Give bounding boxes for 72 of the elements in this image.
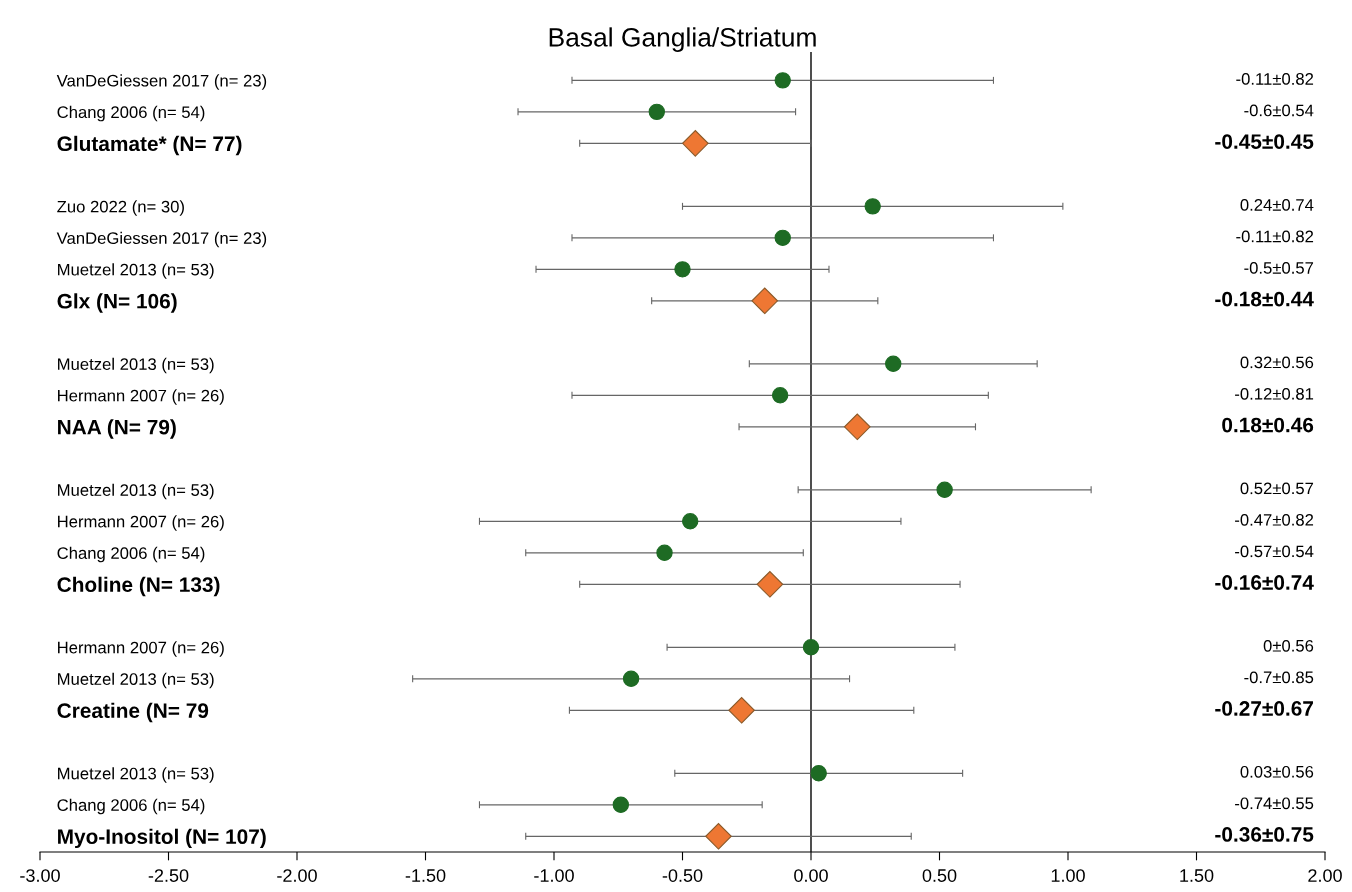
y-tick-label: Hermann 2007 (n= 26)	[58, 389, 224, 405]
x-tick-label: 1.00	[1051, 869, 1085, 882]
point	[756, 570, 784, 598]
x-tick-label: 0.50	[922, 869, 957, 882]
y-tick-label: VanDeGiessen 2017 (n= 23)	[56, 231, 267, 248]
point	[774, 72, 791, 89]
annotation: -0.11±0.82	[1236, 73, 1314, 85]
annotation: -0.12±0.81	[1235, 387, 1314, 400]
annotation: 0.24±0.74	[1240, 199, 1314, 211]
annotation: -0.11±0.82	[1236, 230, 1314, 243]
y-tick-label: Muetzel 2013 (n= 53)	[58, 357, 214, 374]
y-tick-label: VanDeGiessen 2017 (n= 23)	[56, 74, 267, 90]
annotation: -0.45±0.45	[1215, 134, 1314, 149]
annotation: -0.16±0.74	[1215, 575, 1314, 590]
annotation: 0.32±0.56	[1240, 356, 1314, 369]
x-tick-label: 2.00	[1308, 869, 1342, 882]
x-tick-label: -1.00	[534, 869, 574, 882]
y-tick-label: Muetzel 2013 (n= 53)	[58, 767, 214, 783]
annotation: -0.18±0.44	[1215, 291, 1314, 307]
y-tick-label: NAA (N= 79)	[58, 419, 176, 439]
point	[936, 481, 953, 498]
annotation: -0.7±0.85	[1244, 671, 1314, 684]
x-tick-label: -1.50	[405, 869, 446, 882]
annotation: -0.5±0.57	[1244, 261, 1314, 274]
point	[705, 822, 732, 850]
point	[648, 103, 665, 121]
annotation: -0.36±0.75	[1215, 827, 1314, 842]
point	[864, 198, 881, 215]
y-tick-label: Chang 2006 (n= 54)	[57, 798, 205, 815]
point	[810, 765, 827, 782]
y-tick-label: Hermann 2007 (n= 26)	[58, 641, 224, 657]
point	[674, 261, 691, 278]
y-tick-label: Myo-Inositol (N= 107)	[58, 828, 266, 849]
point	[728, 696, 755, 724]
y-tick-label: Muetzel 2013 (n= 53)	[58, 263, 214, 279]
x-tick-label: -0.50	[662, 869, 703, 882]
y-tick-label: Zuo 2022 (n= 30)	[57, 200, 184, 216]
annotation: -0.6±0.54	[1244, 104, 1314, 117]
point	[802, 639, 820, 656]
y-tick-label: Chang 2006 (n= 54)	[57, 105, 205, 122]
point	[682, 130, 709, 157]
point	[774, 229, 791, 247]
chart-title: Basal Ganglia/Striatum	[549, 27, 816, 52]
point	[885, 355, 902, 373]
annotation: -0.74±0.55	[1235, 797, 1314, 810]
annotation: -0.57±0.54	[1235, 545, 1314, 558]
point	[751, 287, 779, 315]
point	[612, 796, 630, 813]
annotation: 0±0.56	[1263, 639, 1314, 652]
y-tick-label: Creatine (N= 79	[57, 702, 209, 723]
x-tick-label: 1.50	[1180, 869, 1214, 882]
y-tick-label: Glx (N= 106)	[57, 293, 177, 313]
point	[622, 670, 640, 687]
x-tick-label: -2.00	[277, 869, 317, 882]
annotation: 0.18±0.46	[1222, 417, 1314, 433]
point	[771, 387, 789, 404]
annotation: 0.03±0.56	[1240, 765, 1314, 778]
y-tick-label: Muetzel 2013 (n= 53)	[58, 672, 214, 689]
point	[843, 413, 871, 441]
point	[682, 513, 699, 530]
y-tick-label: Hermann 2007 (n= 26)	[58, 515, 224, 531]
point	[656, 544, 673, 561]
x-tick-label: -3.00	[20, 869, 60, 882]
y-tick-label: Choline (N= 133)	[57, 576, 220, 597]
annotation: -0.27±0.67	[1215, 701, 1313, 716]
y-tick-label: Glutamate* (N= 77)	[57, 135, 242, 156]
x-tick-label: -2.50	[148, 869, 189, 882]
y-tick-label: Chang 2006 (n= 54)	[57, 546, 205, 563]
x-tick-label: 0.00	[794, 869, 828, 882]
y-tick-label: Muetzel 2013 (n= 53)	[58, 483, 214, 500]
annotation: 0.52±0.57	[1240, 482, 1314, 495]
annotation: -0.47±0.82	[1235, 513, 1314, 526]
